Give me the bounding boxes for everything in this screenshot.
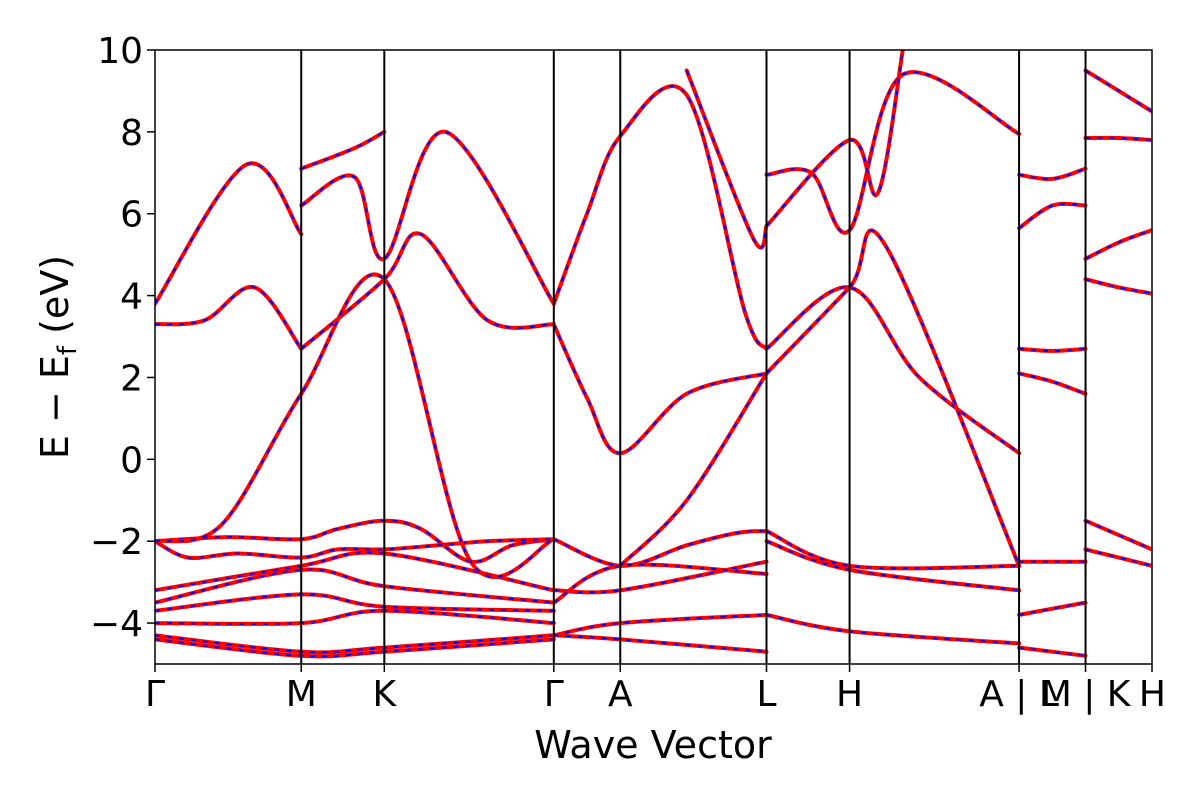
band-line-overlay-21	[619, 372, 768, 567]
band-line-overlay-29	[765, 50, 904, 227]
band-line-overlay-41	[1018, 601, 1086, 616]
band-line-overlay-38	[1085, 519, 1152, 551]
band-line-overlay-6	[155, 634, 554, 654]
y-axis-label-subscript: f	[53, 345, 83, 355]
band-line-overlay-12	[300, 130, 555, 305]
y-tick-label-7: 10	[97, 31, 143, 72]
band-line-overlay-17	[553, 613, 767, 637]
band-line-overlay-39	[1085, 548, 1152, 567]
band-line-overlay-22	[685, 70, 768, 249]
x-tick-label-3: Γ	[544, 674, 564, 715]
band-line-35	[1083, 135, 1152, 143]
band-line-overlay-13	[300, 131, 385, 170]
band-line-overlay-7	[155, 638, 554, 658]
band-line-overlay-3	[155, 568, 554, 604]
band-line-37	[1083, 277, 1152, 296]
band-line-24	[764, 228, 1022, 568]
band-line-30	[1017, 166, 1088, 182]
y-axis-ticks: −4 −2 0 2 4 6 8 10	[90, 31, 155, 645]
band-line-overlay-18	[553, 634, 767, 653]
band-line-overlay-31	[1018, 202, 1086, 229]
band-line-39	[1083, 547, 1152, 568]
band-line-27	[764, 612, 1022, 646]
band-line-41	[1017, 600, 1088, 617]
band-line-11	[155, 161, 304, 306]
band-line-12	[299, 129, 556, 306]
plot-frame	[154, 49, 1153, 665]
band-line-overlay-26	[766, 540, 1020, 592]
y-tick-label-3: 2	[120, 358, 143, 399]
band-line-overlay-8	[155, 286, 303, 350]
band-line-overlay-25	[766, 530, 1020, 570]
band-line-overlay-30	[1018, 167, 1086, 181]
band-line-overlay-20	[552, 323, 767, 455]
band-line-overlay-28	[766, 71, 1020, 234]
band-line-21	[618, 371, 769, 568]
y-tick-label-1: −2	[90, 522, 143, 563]
kpoint-vertical-lines	[300, 50, 1087, 664]
band-line-overlay-16	[553, 563, 767, 604]
band-line-25	[764, 529, 1022, 571]
x-tick-label-6: H	[836, 674, 863, 715]
y-tick-label-4: 4	[120, 277, 143, 318]
x-tick-label-9: H	[1139, 674, 1166, 715]
band-line-overlay-10	[155, 273, 555, 578]
x-tick-label-4: A	[608, 674, 633, 715]
band-line-42	[1017, 645, 1088, 658]
band-line-14	[551, 529, 769, 568]
band-line-17	[551, 612, 769, 638]
band-line-19	[551, 84, 769, 351]
y-axis-label: E − Ef (eV)	[33, 255, 83, 459]
band-line-20	[551, 322, 769, 456]
band-line-31	[1017, 201, 1088, 231]
y-tick-label-6: 8	[120, 113, 143, 154]
band-line-33	[1017, 371, 1088, 396]
band-line-23	[764, 285, 1022, 456]
band-line-overlay-14	[553, 530, 767, 567]
band-line-8	[155, 285, 304, 351]
band-line-overlay-5	[155, 609, 554, 625]
band-line-2	[155, 550, 556, 593]
band-line-29	[764, 50, 905, 228]
y-tick-label-2: 0	[120, 440, 143, 481]
band-line-32	[1017, 346, 1088, 353]
band-line-overlay-42	[1018, 646, 1086, 657]
x-tick-label-7: A | L	[979, 674, 1059, 715]
bands-layer	[155, 50, 1152, 659]
band-line-overlay-4	[155, 593, 554, 612]
band-line-overlay-34	[1084, 69, 1152, 113]
x-tick-label-5: L	[756, 674, 776, 715]
x-axis-label: Wave Vector	[534, 723, 772, 767]
band-line-overlay-27	[766, 613, 1020, 645]
band-line-overlay-1	[155, 538, 554, 559]
band-line-overlay-36	[1085, 229, 1152, 260]
x-tick-label-8: M | K	[1041, 674, 1132, 715]
band-line-overlay-37	[1085, 278, 1152, 295]
x-tick-label-2: K	[373, 674, 398, 715]
band-line-overlay-2	[155, 551, 555, 592]
band-line-overlay-9	[300, 232, 554, 350]
band-line-9	[299, 231, 556, 351]
band-line-overlay-11	[155, 162, 303, 305]
band-line-overlay-33	[1018, 372, 1086, 395]
x-tick-label-0: Γ	[145, 674, 165, 715]
y-tick-label-0: −4	[90, 604, 143, 645]
y-axis-label-unit: (eV)	[33, 255, 77, 346]
y-tick-label-5: 6	[120, 195, 143, 236]
band-line-22	[684, 68, 769, 250]
band-line-overlay-24	[765, 229, 1021, 567]
x-tick-label-1: M	[286, 674, 317, 715]
band-line-28	[764, 70, 1022, 235]
